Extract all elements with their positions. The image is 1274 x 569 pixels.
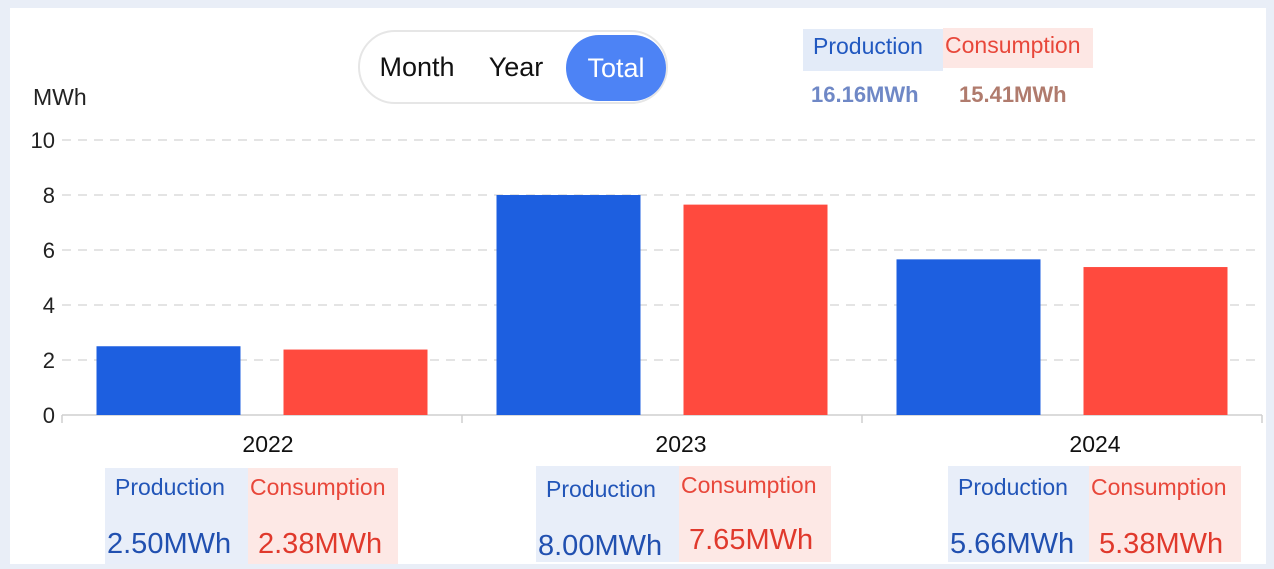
consumption-label: Consumption xyxy=(250,474,386,500)
consumption-label: Consumption xyxy=(1091,474,1227,500)
year-2024-consumption-box: Consumption 5.38MWh xyxy=(1089,466,1241,562)
production-label: Production xyxy=(115,474,225,500)
tab-month[interactable]: Month xyxy=(379,52,455,82)
production-label: Production xyxy=(546,476,656,502)
year-2023-consumption-box: Consumption 7.65MWh xyxy=(679,466,831,562)
bar-production-2024[interactable] xyxy=(896,259,1041,415)
period-segmented-control: Month Year Total xyxy=(358,30,668,104)
chart-card: Month Year Total Production Consumption … xyxy=(10,8,1266,564)
production-value: 2.50MWh xyxy=(107,528,232,560)
y-axis-unit-label: MWh xyxy=(33,84,87,110)
production-value: 5.66MWh xyxy=(950,528,1075,560)
bar-production-2022[interactable] xyxy=(96,346,241,415)
x-tick-label-2023: 2023 xyxy=(655,431,707,457)
y-tick-label: 8 xyxy=(43,183,55,208)
bar-consumption-2022[interactable] xyxy=(283,349,428,415)
consumption-value: 7.65MWh xyxy=(689,524,814,556)
y-tick-label: 10 xyxy=(31,128,55,153)
total-production-label: Production xyxy=(803,29,943,71)
year-2024-production-box: Production 5.66MWh xyxy=(948,466,1091,562)
y-tick-label: 4 xyxy=(43,293,55,318)
total-consumption-value: 15.41MWh xyxy=(959,82,1067,107)
total-production-value: 16.16MWh xyxy=(811,82,919,107)
production-label: Production xyxy=(958,474,1068,500)
tab-total[interactable]: Total xyxy=(566,35,666,101)
bar-consumption-2023[interactable] xyxy=(683,204,828,415)
consumption-label: Consumption xyxy=(681,472,817,498)
consumption-value: 2.38MWh xyxy=(258,528,383,560)
tab-year[interactable]: Year xyxy=(488,52,544,82)
bar-production-2023[interactable] xyxy=(496,195,641,415)
bar-chart: 0 2 4 6 8 10 xyxy=(31,128,1263,428)
consumption-value: 5.38MWh xyxy=(1099,528,1224,560)
year-2023-production-box: Production 8.00MWh xyxy=(536,466,679,562)
bar-consumption-2024[interactable] xyxy=(1083,267,1228,415)
y-tick-label: 6 xyxy=(43,238,55,263)
x-tick-label-2022: 2022 xyxy=(242,431,294,457)
y-tick-label: 2 xyxy=(43,348,55,373)
production-value: 8.00MWh xyxy=(538,530,663,562)
x-tick-label-2024: 2024 xyxy=(1069,431,1121,457)
y-tick-label: 0 xyxy=(43,403,55,428)
year-2022-consumption-box: Consumption 2.38MWh xyxy=(248,468,398,564)
year-2022-production-box: Production 2.50MWh xyxy=(105,468,248,564)
total-consumption-label: Consumption xyxy=(943,28,1093,68)
